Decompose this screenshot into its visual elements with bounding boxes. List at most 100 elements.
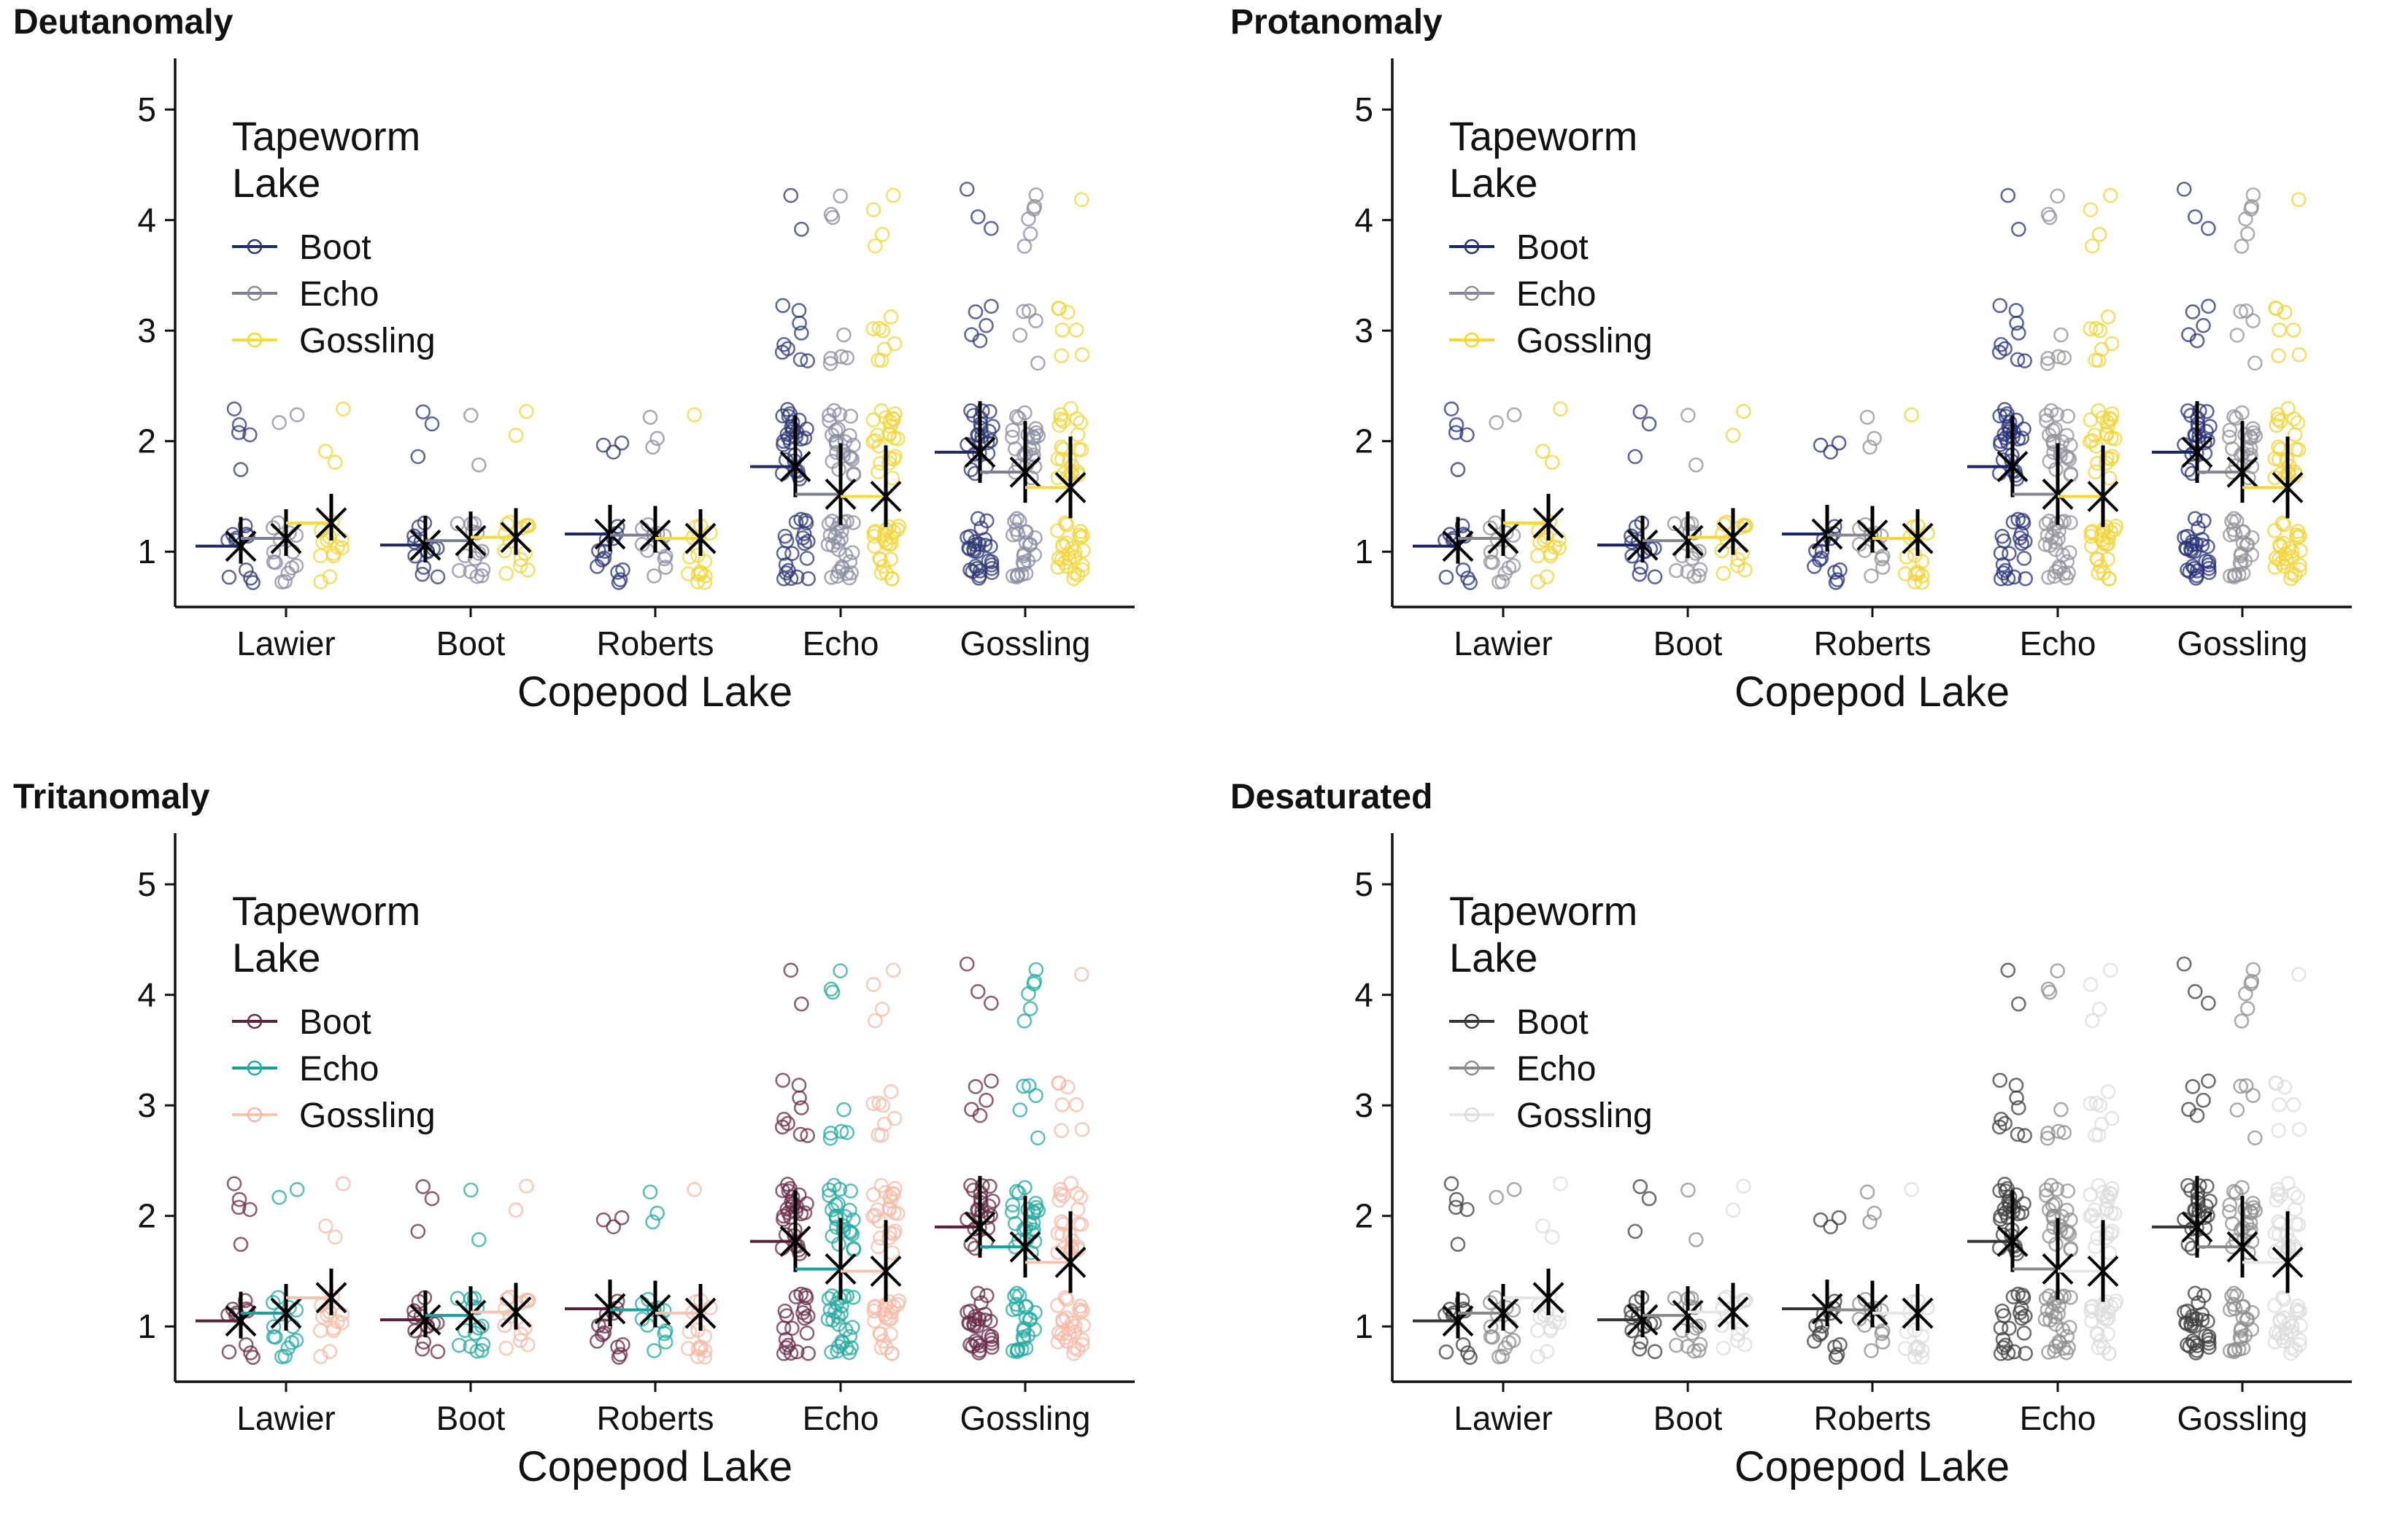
data-point <box>1828 1350 1844 1365</box>
data-point <box>519 1178 534 1194</box>
data-point <box>1073 967 1089 982</box>
data-point <box>881 427 898 443</box>
data-point <box>237 518 253 534</box>
data-point <box>2244 1322 2260 1337</box>
data-point <box>2050 349 2067 365</box>
data-point <box>657 1334 674 1350</box>
mean-marker <box>639 1294 671 1326</box>
legend-title: Tapeworm <box>1449 888 1637 934</box>
y-tick-label: 2 <box>137 422 156 460</box>
data-point <box>822 1130 838 1146</box>
data-point <box>2238 303 2254 319</box>
data-point <box>1004 429 1020 445</box>
data-point <box>2091 352 2107 368</box>
data-point <box>1054 1123 1069 1138</box>
data-point <box>874 227 890 242</box>
data-point <box>1907 566 1923 582</box>
data-point <box>1022 226 1038 241</box>
data-point <box>2042 1288 2057 1304</box>
data-point <box>2018 1345 2033 1361</box>
data-point <box>2042 514 2057 529</box>
data-point <box>2222 422 2238 438</box>
data-point <box>2011 996 2026 1012</box>
data-point <box>884 1245 900 1261</box>
data-point <box>2099 1230 2114 1246</box>
data-point <box>1716 565 1732 581</box>
data-point <box>1807 1334 1822 1349</box>
data-point <box>776 1111 792 1127</box>
data-point <box>512 558 528 573</box>
data-point <box>2274 515 2291 531</box>
data-point <box>1027 459 1043 474</box>
mean-marker <box>684 522 717 554</box>
data-point <box>1867 430 1882 446</box>
data-point <box>883 1084 899 1099</box>
data-point <box>271 414 287 430</box>
data-point <box>783 962 799 978</box>
data-point <box>1063 1175 1078 1191</box>
data-point <box>2229 1102 2245 1118</box>
data-point <box>981 553 997 569</box>
mean-marker <box>1009 456 1041 488</box>
data-point <box>870 1202 885 1218</box>
data-point <box>963 1177 979 1194</box>
legend-title: Tapeworm <box>232 888 420 934</box>
data-point <box>2053 1223 2069 1239</box>
mean-marker <box>1532 1282 1564 1314</box>
data-point <box>1016 1331 1032 1347</box>
data-point <box>972 568 987 584</box>
mean-marker <box>2087 1256 2119 1287</box>
data-point <box>1910 1339 1926 1355</box>
data-point <box>1010 1301 1026 1317</box>
data-point <box>1669 562 1684 579</box>
data-point <box>1831 1210 1847 1226</box>
data-point <box>2284 565 2299 581</box>
data-point <box>322 569 338 584</box>
data-point <box>2056 1125 2072 1140</box>
y-tick-label: 2 <box>1354 1197 1373 1235</box>
data-point <box>2188 1311 2204 1327</box>
data-point <box>1016 1078 1031 1094</box>
data-point <box>821 1291 837 1307</box>
data-point <box>521 518 536 533</box>
data-point <box>2234 1180 2250 1196</box>
data-point <box>868 1299 883 1314</box>
data-point <box>822 407 837 423</box>
legend-title: Lake <box>1449 935 1537 980</box>
data-point <box>1828 575 1844 590</box>
data-point <box>1051 1325 1067 1341</box>
data-point <box>318 444 333 459</box>
data-point <box>1055 1188 1071 1204</box>
data-point <box>266 1319 282 1335</box>
data-point <box>414 566 431 582</box>
data-point <box>2038 1291 2054 1307</box>
data-point <box>2046 1219 2061 1235</box>
data-point <box>1075 562 1090 578</box>
y-tick-label: 5 <box>137 865 156 903</box>
data-point <box>2191 403 2207 419</box>
data-point <box>410 449 426 465</box>
data-point <box>800 1308 816 1324</box>
mean-marker <box>684 1297 717 1329</box>
data-point <box>2239 1001 2255 1016</box>
data-point <box>2238 986 2253 1002</box>
data-point <box>2010 1126 2026 1142</box>
data-point <box>1027 1304 1043 1320</box>
x-tick-label: Lawier <box>236 1399 336 1437</box>
data-point <box>2199 403 2215 419</box>
x-tick-label: Echo <box>803 1399 879 1437</box>
data-point <box>2267 523 2282 538</box>
data-point <box>872 1326 887 1342</box>
data-point <box>883 309 899 325</box>
data-point <box>972 1338 988 1353</box>
data-point <box>1736 403 1751 419</box>
data-point <box>1729 1333 1745 1348</box>
data-point <box>2269 1192 2285 1208</box>
mean-marker <box>1442 530 1474 562</box>
data-point <box>1641 1191 1657 1207</box>
data-point <box>647 568 662 584</box>
data-point <box>1051 417 1068 433</box>
data-point <box>777 528 793 544</box>
data-point <box>1070 1202 1086 1218</box>
data-point <box>2187 209 2203 225</box>
